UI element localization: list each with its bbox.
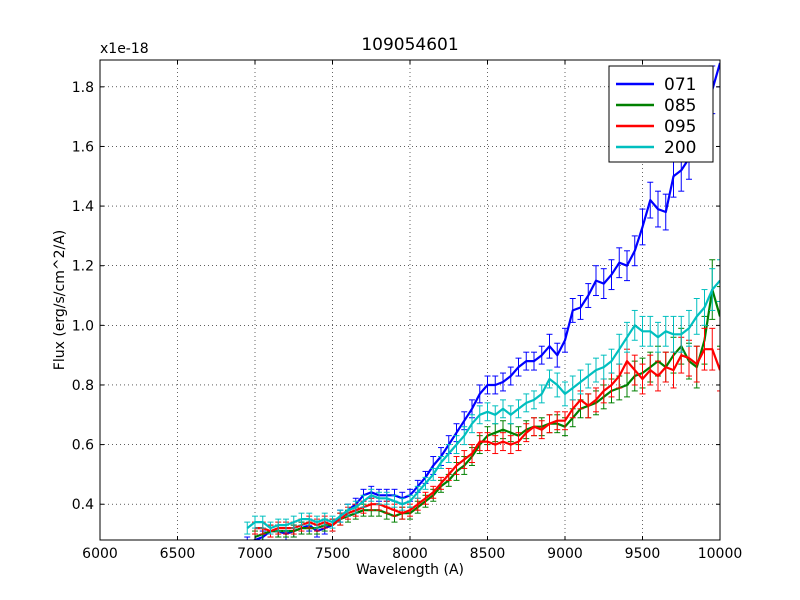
x-tick-label: 10000 xyxy=(698,546,743,562)
y-tick-label: 0.8 xyxy=(72,378,94,394)
x-tick-label: 8000 xyxy=(392,546,428,562)
legend-label-071: 071 xyxy=(664,75,696,95)
x-axis-label: Wavelength (A) xyxy=(356,562,464,578)
series-line-200 xyxy=(246,279,720,530)
y-tick-label: 0.6 xyxy=(72,438,94,454)
x-tick-label: 9000 xyxy=(547,546,583,562)
x-tick-label: 7000 xyxy=(237,546,273,562)
axis-ticks: 6000 6500 7000 7500 8000 8500 9000 9500 10000 0.4… xyxy=(72,60,743,562)
y-tick-label: 0.4 xyxy=(72,497,94,513)
y-tick-label: 1.4 xyxy=(72,199,94,215)
y-tick-label: 1.8 xyxy=(72,80,94,96)
y-tick-label: 1.0 xyxy=(72,318,94,334)
y-axis-label: Flux (erg/s/cm^2/A) xyxy=(52,230,68,370)
y-tick-label: 1.6 xyxy=(72,139,94,155)
legend-label-200: 200 xyxy=(664,138,696,158)
legend-label-095: 095 xyxy=(664,117,696,137)
y-tick-label: 1.2 xyxy=(72,259,94,275)
series-200 xyxy=(244,259,720,535)
chart-title: 109054601 xyxy=(361,35,458,55)
x-tick-label: 7500 xyxy=(315,546,351,562)
x-tick-label: 8500 xyxy=(470,546,506,562)
x-tick-label: 9500 xyxy=(625,546,661,562)
x-tick-label: 6500 xyxy=(160,546,196,562)
x-tick-label: 6000 xyxy=(82,546,118,562)
legend-label-085: 085 xyxy=(664,96,696,116)
y-offset-label: x1e-18 xyxy=(100,41,149,57)
